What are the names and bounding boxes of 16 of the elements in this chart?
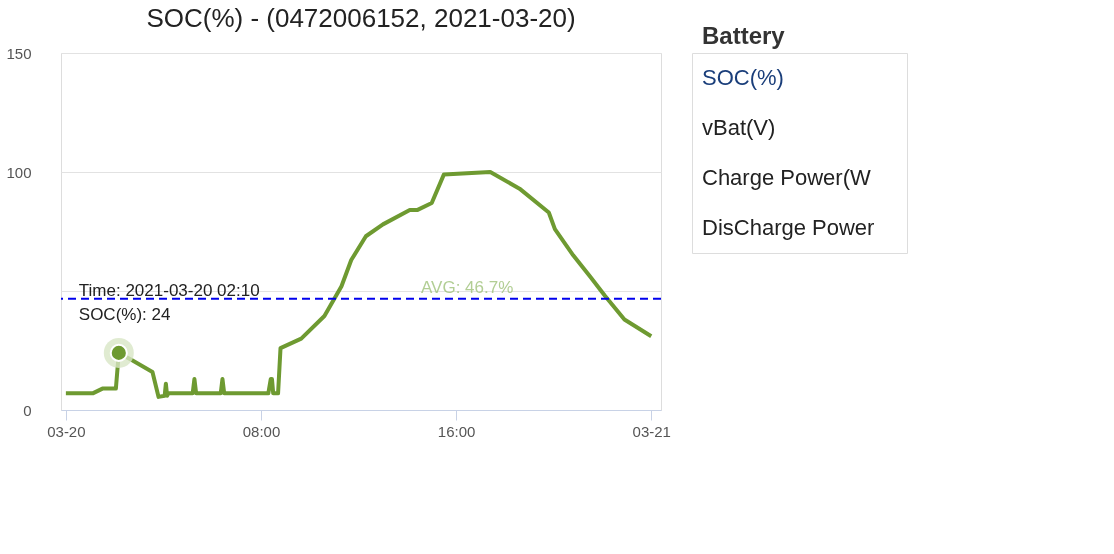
text: Charge Power(W — [702, 165, 871, 190]
ref-line-label: AVG: 46.7% — [421, 277, 514, 297]
x-tick-label: 03-21 — [632, 422, 671, 440]
line-series — [63, 170, 654, 399]
y-tick-label: 150 — [6, 44, 32, 62]
y-tick-label: 100 — [6, 163, 32, 181]
annotation: Time: 2021-03-20 02:10 SOC(%): 24 — [78, 280, 260, 324]
x-tick-label: 16:00 — [437, 422, 476, 440]
text: Battery — [702, 22, 786, 49]
x-tick-label: 03-20 — [47, 422, 86, 440]
text: vBat(V) — [702, 115, 776, 140]
chart-title: SOC(%) - (0472006152, 2021-03-20) — [146, 3, 576, 33]
x-tick-label: 08:00 — [242, 422, 281, 440]
text: DisCharge Power — [702, 215, 875, 240]
y-tick-label: 0 — [23, 401, 32, 419]
text: SOC(%) — [702, 65, 784, 90]
